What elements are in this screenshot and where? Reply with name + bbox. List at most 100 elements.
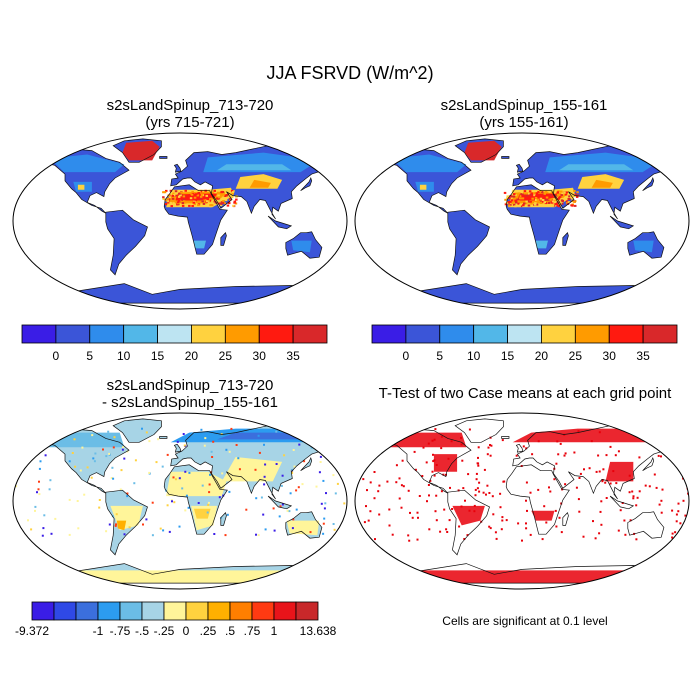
value-cell <box>166 504 169 507</box>
significant-cell <box>361 437 363 440</box>
significant-cell <box>624 533 627 536</box>
significant-cell <box>440 447 443 450</box>
colorbar-panel2-swatch <box>371 324 407 344</box>
significant-cell <box>577 498 580 501</box>
map-panel-4 <box>354 412 690 590</box>
significant-cell <box>491 495 494 498</box>
significant-cell <box>609 445 612 448</box>
significant-cell <box>623 519 626 522</box>
value-cell <box>556 193 560 196</box>
value-cell <box>528 190 532 193</box>
significant-cell <box>515 454 518 457</box>
value-cell <box>174 194 178 197</box>
significant-cell <box>475 472 478 475</box>
significant-cell <box>597 454 600 457</box>
value-cell <box>534 202 537 205</box>
significant-cell <box>660 455 662 458</box>
value-cell <box>567 198 570 200</box>
value-patch <box>559 164 634 171</box>
colorbar-diff-swatch <box>207 601 231 621</box>
colorbar-panel1-tick-label: 5 <box>86 349 93 363</box>
land-newZealand <box>676 255 688 266</box>
significant-cell <box>460 436 462 439</box>
value-cell <box>171 194 174 197</box>
value-cell <box>209 205 212 208</box>
value-cell <box>30 528 33 531</box>
value-cell <box>535 203 539 206</box>
significant-cell <box>427 484 430 486</box>
value-cell <box>553 197 557 199</box>
value-cell <box>321 440 323 443</box>
panel2-title-line1: s2sLandSpinup_155-161 <box>440 97 608 114</box>
significant-cell <box>365 505 367 508</box>
significant-cell <box>609 482 612 485</box>
value-cell <box>220 190 224 193</box>
significant-cell <box>543 505 546 508</box>
significant-cell <box>501 516 504 519</box>
value-cell <box>551 204 555 207</box>
significant-cell <box>362 437 365 440</box>
value-cell <box>346 464 347 467</box>
colorbar-panel2-tick-label: 30 <box>603 349 617 363</box>
coastline <box>505 184 570 255</box>
significant-cell <box>628 474 631 477</box>
value-cell <box>228 490 231 493</box>
value-cell <box>235 198 238 201</box>
colorbar-panel2-swatch <box>439 324 475 344</box>
significant-cell <box>398 497 401 500</box>
value-cell <box>319 455 322 458</box>
value-cell <box>151 534 154 537</box>
value-patch <box>116 520 127 531</box>
significant-cell <box>629 519 632 522</box>
significant-cell <box>501 439 504 442</box>
land-madagascar <box>220 232 227 246</box>
value-cell <box>521 197 525 200</box>
significant-cell <box>466 534 469 537</box>
significant-cell <box>557 453 560 456</box>
significant-cell <box>604 481 607 484</box>
value-cell <box>534 196 538 199</box>
significant-cell <box>531 453 534 456</box>
value-cell <box>174 190 178 193</box>
significant-cell <box>554 509 557 512</box>
significant-cell <box>500 528 503 531</box>
value-cell <box>197 204 200 207</box>
significant-cell <box>475 478 478 481</box>
value-cell <box>172 193 176 196</box>
significant-cell <box>671 532 674 535</box>
significant-cell <box>426 500 428 503</box>
significant-cell <box>529 533 532 536</box>
value-cell <box>556 204 559 207</box>
significant-cell <box>374 428 377 431</box>
colorbar-panel1-tick-label: 15 <box>151 349 165 363</box>
value-cell <box>234 202 238 205</box>
significant-cell <box>378 513 381 516</box>
significant-cell <box>467 473 470 476</box>
coastline <box>105 209 148 276</box>
value-cell <box>280 484 283 487</box>
significant-cell <box>499 506 502 509</box>
value-cell <box>171 500 173 503</box>
significant-cell <box>638 456 641 459</box>
significant-cell <box>395 464 398 467</box>
value-cell <box>567 195 571 198</box>
value-cell <box>257 534 260 537</box>
significant-cell <box>461 459 464 462</box>
value-cell <box>289 492 292 495</box>
significant-cell <box>460 505 463 508</box>
value-cell <box>128 526 131 529</box>
land-southAmerica <box>105 210 148 275</box>
significant-cell <box>477 456 479 459</box>
significant-cell <box>474 494 477 497</box>
value-cell <box>543 198 547 201</box>
value-cell <box>313 441 316 444</box>
value-cell <box>108 523 111 526</box>
value-cell <box>526 200 530 203</box>
value-cell <box>42 527 45 530</box>
value-patch <box>464 140 502 161</box>
significant-cell <box>477 462 480 465</box>
colorbar-panel2-swatch <box>574 324 610 344</box>
value-cell <box>258 451 261 454</box>
value-cell <box>33 453 36 456</box>
significant-cell <box>505 519 508 522</box>
